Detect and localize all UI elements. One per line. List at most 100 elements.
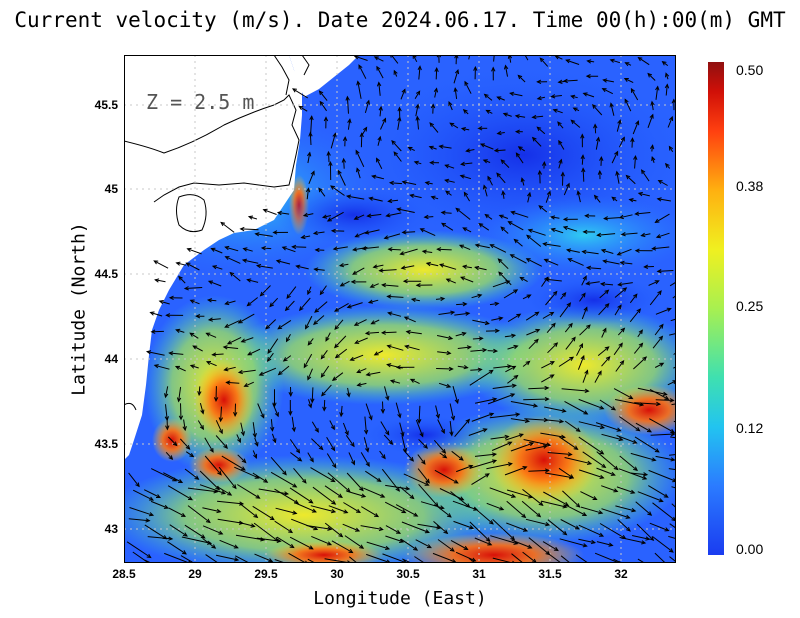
velocity-arrow-shaft: [357, 368, 367, 373]
velocity-arrow-shaft: [542, 541, 559, 551]
velocity-arrow-shaft: [348, 452, 355, 465]
velocity-arrow-shaft: [496, 172, 506, 184]
velocity-arrow-shaft: [248, 216, 258, 220]
velocity-arrow-head: [527, 544, 533, 549]
velocity-arrow-shaft: [395, 402, 401, 418]
velocity-arrow-head: [284, 306, 290, 312]
velocity-arrow-head: [178, 415, 184, 421]
velocity-arrow-shaft: [464, 81, 472, 94]
velocity-arrow-shaft: [379, 269, 397, 272]
velocity-arrow-head: [510, 393, 516, 398]
velocity-arrow-head: [314, 308, 320, 313]
velocity-arrow-shaft: [202, 507, 221, 513]
velocity-arrow-head: [608, 542, 614, 547]
velocity-arrow-shaft: [178, 386, 182, 402]
velocity-arrow-head: [663, 493, 669, 498]
velocity-arrow-shaft: [497, 96, 505, 101]
velocity-arrow-shaft: [510, 418, 529, 422]
velocity-arrow-head: [182, 550, 187, 555]
velocity-arrow-head: [557, 121, 562, 127]
velocity-arrow-head: [535, 328, 541, 333]
velocity-arrow-head: [491, 452, 498, 457]
velocity-arrow-head: [665, 72, 670, 78]
velocity-arrow-shaft: [322, 215, 332, 218]
velocity-arrow-shaft: [311, 438, 324, 450]
velocity-arrow-shaft: [414, 556, 426, 563]
velocity-arrow-shaft: [486, 502, 504, 511]
velocity-arrow-shaft: [234, 466, 259, 479]
velocity-arrow-head: [649, 536, 655, 542]
velocity-arrow-shaft: [528, 387, 549, 390]
velocity-arrow-head: [560, 171, 565, 177]
velocity-arrow-shaft: [202, 538, 216, 549]
velocity-arrow-shaft: [449, 403, 455, 420]
velocity-arrow-shaft: [546, 323, 556, 334]
velocity-arrow-head: [205, 518, 211, 524]
velocity-arrow-head: [188, 560, 192, 563]
velocity-arrow-head: [519, 276, 525, 281]
velocity-arrow-shaft: [527, 192, 531, 203]
velocity-arrow-head: [386, 294, 392, 299]
velocity-arrow-head: [232, 484, 237, 490]
velocity-arrow-head: [310, 170, 315, 176]
velocity-arrow-head: [150, 329, 156, 334]
velocity-arrow-head: [263, 478, 269, 483]
velocity-arrow-head: [620, 327, 626, 333]
velocity-arrow-shaft: [186, 262, 200, 271]
velocity-arrow-head: [377, 135, 382, 141]
velocity-arrow-shaft: [559, 436, 578, 450]
velocity-arrow-head: [356, 382, 362, 387]
velocity-arrow-shaft: [187, 248, 202, 255]
velocity-arrow-head: [387, 198, 393, 204]
velocity-arrow-shaft: [197, 420, 204, 430]
velocity-arrow-shaft: [313, 231, 325, 234]
velocity-arrow-shaft: [434, 88, 438, 98]
velocity-arrow-shaft: [472, 337, 483, 340]
velocity-arrow-shaft: [636, 523, 654, 541]
velocity-arrow-head: [292, 88, 297, 93]
velocity-arrow-head: [507, 441, 513, 446]
velocity-arrow-shaft: [415, 539, 432, 549]
velocity-arrow-head: [419, 228, 425, 233]
velocity-arrow-head: [643, 472, 649, 477]
velocity-arrow-shaft: [346, 96, 349, 114]
velocity-arrow-shaft: [217, 518, 243, 524]
velocity-arrow-head: [561, 408, 567, 413]
velocity-arrow-head: [581, 292, 586, 298]
velocity-arrow-head: [513, 238, 519, 244]
velocity-arrow-shaft: [259, 367, 277, 376]
velocity-arrow-head: [367, 299, 373, 304]
velocity-arrow-head: [243, 382, 249, 387]
velocity-arrow-shaft: [354, 55, 368, 61]
velocity-arrow-shaft: [603, 79, 614, 83]
velocity-arrow-head: [331, 500, 337, 505]
velocity-arrow-shaft: [455, 551, 476, 562]
velocity-arrow-head: [330, 425, 335, 431]
velocity-arrow-shaft: [401, 265, 415, 269]
velocity-arrow-shaft: [403, 449, 414, 462]
velocity-arrow-shaft: [528, 469, 549, 472]
velocity-arrow-head: [599, 424, 606, 430]
velocity-arrow-shaft: [514, 239, 523, 247]
coastline-river: [273, 55, 310, 96]
velocity-arrow-head: [323, 116, 329, 122]
velocity-arrow-head: [355, 149, 360, 155]
velocity-arrow-head: [441, 222, 447, 228]
velocity-arrow-shaft: [374, 350, 384, 356]
velocity-arrow-shaft: [450, 491, 470, 508]
velocity-arrow-shaft: [449, 421, 453, 436]
velocity-arrow-head: [343, 509, 349, 514]
velocity-arrow-head: [445, 278, 451, 283]
velocity-arrow-head: [291, 427, 296, 433]
velocity-arrow-shaft: [468, 428, 487, 436]
velocity-arrow-head: [163, 504, 169, 509]
velocity-arrow-head: [361, 493, 367, 498]
velocity-arrow-shaft: [667, 116, 673, 128]
velocity-arrow-head: [380, 408, 386, 414]
velocity-arrow-shaft: [327, 211, 344, 222]
velocity-arrow-shaft: [629, 293, 638, 304]
velocity-arrow-shaft: [299, 106, 308, 112]
velocity-arrow-shaft: [221, 455, 246, 471]
velocity-arrow-shaft: [635, 501, 652, 516]
velocity-arrow-head: [570, 94, 576, 99]
